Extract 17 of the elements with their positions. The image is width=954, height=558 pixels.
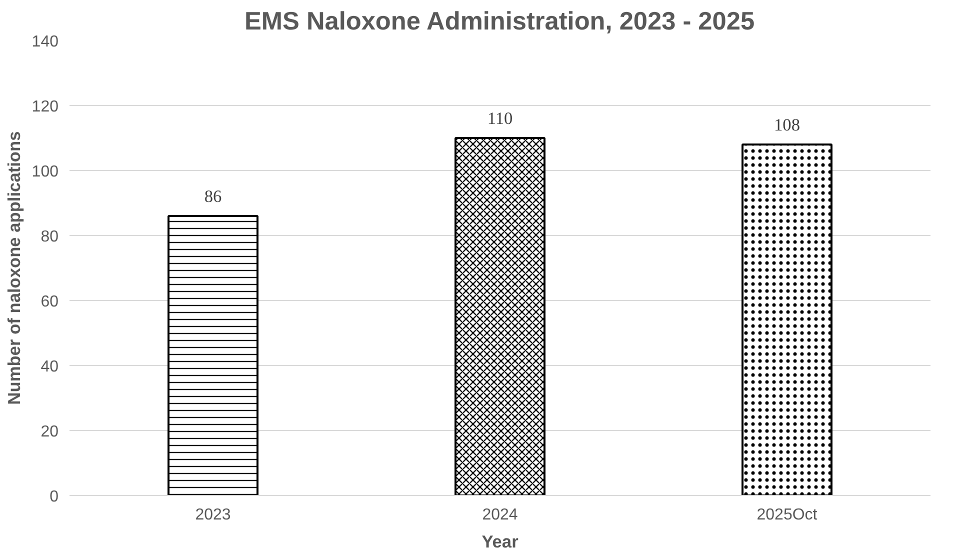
y-tick-label: 80 — [40, 228, 59, 246]
x-tick-label: 2023 — [195, 506, 231, 524]
data-label: 108 — [774, 116, 800, 134]
y-axis-title: Number of naloxone applications — [4, 131, 24, 405]
data-label: 110 — [487, 109, 513, 128]
data-label: 86 — [204, 187, 222, 206]
y-tick-label: 120 — [32, 98, 59, 116]
x-tick-label: 2024 — [482, 506, 518, 524]
chart-title: EMS Naloxone Administration, 2023 - 2025 — [244, 8, 755, 36]
y-tick-label: 0 — [50, 488, 59, 506]
y-tick-label: 20 — [40, 424, 59, 440]
y-tick-label: 40 — [40, 358, 59, 376]
y-tick-label: 100 — [32, 164, 59, 180]
x-tick-label: 2025Oct — [756, 506, 818, 524]
y-tick-label: 60 — [40, 294, 59, 310]
x-axis-title: Year — [482, 532, 519, 552]
y-tick-label: 140 — [32, 34, 59, 50]
